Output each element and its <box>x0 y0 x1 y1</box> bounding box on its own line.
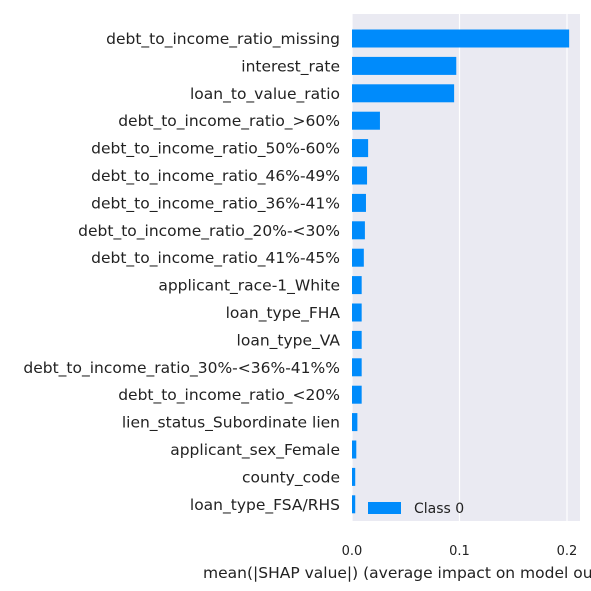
bar <box>352 303 362 322</box>
bar <box>352 111 380 130</box>
bar <box>352 467 356 486</box>
y-tick-label: interest_rate <box>241 57 340 76</box>
bars <box>352 29 570 514</box>
x-axis-ticks: 0.0 0.1 0.2 <box>342 544 578 559</box>
bar <box>352 166 368 185</box>
x-tick-label: 0.0 <box>342 544 363 559</box>
y-tick-label: loan_type_FHA <box>226 304 341 323</box>
bar <box>352 495 356 514</box>
y-tick-label: debt_to_income_ratio_<20% <box>118 386 340 405</box>
bar <box>352 358 362 377</box>
y-tick-label: debt_to_income_ratio_46%-49% <box>91 167 340 186</box>
bar <box>352 56 457 75</box>
y-tick-label: applicant_sex_Female <box>170 441 340 460</box>
bar <box>352 330 362 349</box>
bar <box>352 193 366 212</box>
y-tick-label: loan_to_value_ratio <box>190 85 340 104</box>
bar <box>352 139 369 158</box>
bar <box>352 385 362 404</box>
bar <box>352 276 362 295</box>
y-tick-label: debt_to_income_ratio_>60% <box>118 112 340 131</box>
y-tick-label: debt_to_income_ratio_30%-<36%-41%% <box>23 359 340 378</box>
bar <box>352 221 365 240</box>
y-tick-label: debt_to_income_ratio_36%-41% <box>91 194 340 213</box>
legend-swatch <box>368 502 401 514</box>
y-tick-label: lien_status_Subordinate lien <box>122 414 340 433</box>
y-tick-label: debt_to_income_ratio_20%-<30% <box>78 222 340 241</box>
bar <box>352 440 357 459</box>
y-axis-labels: debt_to_income_ratio_missing interest_rat… <box>23 30 340 515</box>
y-tick-label: loan_type_FSA/RHS <box>190 496 340 515</box>
legend: Class 0 <box>368 501 464 517</box>
bar <box>352 84 455 103</box>
y-tick-label: debt_to_income_ratio_50%-60% <box>91 140 340 159</box>
bar <box>352 248 364 267</box>
x-axis-label: mean(|SHAP value|) (average impact on mo… <box>203 564 591 582</box>
bar <box>352 29 570 48</box>
x-tick-label: 0.1 <box>449 544 470 559</box>
bar <box>352 413 358 432</box>
legend-label: Class 0 <box>414 501 464 517</box>
y-tick-label: loan_type_VA <box>237 331 341 350</box>
x-tick-label: 0.2 <box>557 544 578 559</box>
y-tick-label: applicant_race-1_White <box>158 277 340 296</box>
y-tick-label: debt_to_income_ratio_missing <box>106 30 340 49</box>
y-tick-label: debt_to_income_ratio_41%-45% <box>91 249 340 268</box>
y-tick-label: county_code <box>242 468 340 487</box>
